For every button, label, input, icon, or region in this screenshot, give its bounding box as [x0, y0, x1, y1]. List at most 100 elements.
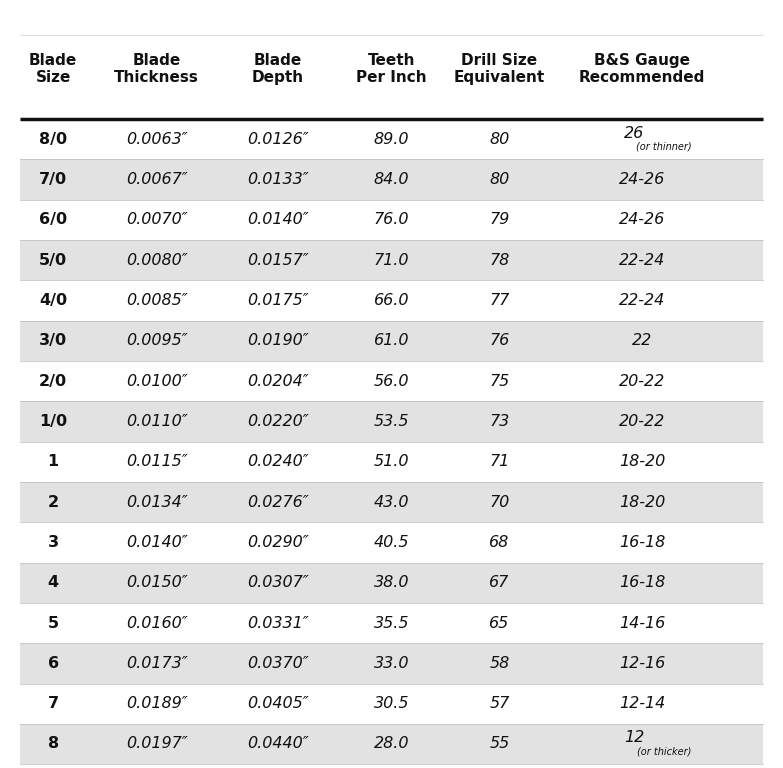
Text: 0.0140″: 0.0140″: [126, 535, 187, 550]
Text: 5: 5: [48, 615, 59, 631]
Text: 1/0: 1/0: [39, 414, 67, 429]
Text: 12-14: 12-14: [619, 696, 666, 711]
Text: 65: 65: [489, 615, 510, 631]
Text: 0.0115″: 0.0115″: [126, 454, 187, 469]
Text: 24-26: 24-26: [619, 172, 666, 187]
Text: 0.0173″: 0.0173″: [126, 656, 187, 671]
Text: (or thicker): (or thicker): [637, 746, 691, 756]
Text: 56.0: 56.0: [373, 373, 410, 389]
Text: 0.0220″: 0.0220″: [247, 414, 309, 429]
Text: 16-18: 16-18: [619, 535, 666, 550]
Text: 5/0: 5/0: [39, 253, 67, 268]
Text: 12-16: 12-16: [619, 656, 666, 671]
Text: 57: 57: [489, 696, 510, 711]
Text: 0.0063″: 0.0063″: [126, 131, 187, 147]
Text: 78: 78: [489, 253, 510, 268]
Text: 58: 58: [489, 656, 510, 671]
Text: 0.0175″: 0.0175″: [247, 293, 309, 308]
Text: 28.0: 28.0: [373, 737, 410, 752]
Text: 68: 68: [489, 535, 510, 550]
Text: 76: 76: [489, 333, 510, 349]
Text: 22-24: 22-24: [619, 293, 666, 308]
Text: 14-16: 14-16: [619, 615, 666, 631]
Text: Blade
Thickness: Blade Thickness: [114, 53, 199, 85]
Text: 75: 75: [489, 373, 510, 389]
Bar: [20, 321, 763, 361]
Text: 0.0160″: 0.0160″: [126, 615, 187, 631]
Text: 7: 7: [48, 696, 59, 711]
Text: 0.0080″: 0.0080″: [126, 253, 187, 268]
Text: 3: 3: [48, 535, 59, 550]
Text: 0.0276″: 0.0276″: [247, 495, 309, 510]
Text: 8/0: 8/0: [39, 131, 67, 147]
Text: 35.5: 35.5: [373, 615, 410, 631]
Text: 2: 2: [48, 495, 59, 510]
Text: 0.0307″: 0.0307″: [247, 575, 309, 591]
Text: 61.0: 61.0: [373, 333, 410, 349]
Text: 18-20: 18-20: [619, 495, 666, 510]
Text: 0.0290″: 0.0290″: [247, 535, 309, 550]
Text: 0.0405″: 0.0405″: [247, 696, 309, 711]
Text: 33.0: 33.0: [373, 656, 410, 671]
Text: 30.5: 30.5: [373, 696, 410, 711]
Text: 4: 4: [48, 575, 59, 591]
Text: 3/0: 3/0: [39, 333, 67, 349]
Text: 20-22: 20-22: [619, 373, 666, 389]
Text: 0.0440″: 0.0440″: [247, 737, 309, 752]
Text: 73: 73: [489, 414, 510, 429]
Text: 0.0150″: 0.0150″: [126, 575, 187, 591]
Text: 0.0240″: 0.0240″: [247, 454, 309, 469]
Text: 18-20: 18-20: [619, 454, 666, 469]
Text: 26: 26: [624, 125, 644, 141]
Text: 40.5: 40.5: [373, 535, 410, 550]
Text: 0.0140″: 0.0140″: [247, 212, 309, 227]
Text: 0.0110″: 0.0110″: [126, 414, 187, 429]
Text: 76.0: 76.0: [373, 212, 410, 227]
Text: 0.0189″: 0.0189″: [126, 696, 187, 711]
Text: 4/0: 4/0: [39, 293, 67, 308]
Text: Blade
Depth: Blade Depth: [252, 53, 304, 85]
Text: 0.0126″: 0.0126″: [247, 131, 309, 147]
Text: 43.0: 43.0: [373, 495, 410, 510]
Text: 84.0: 84.0: [373, 172, 410, 187]
Text: 2/0: 2/0: [39, 373, 67, 389]
Text: 71: 71: [489, 454, 510, 469]
Text: 0.0100″: 0.0100″: [126, 373, 187, 389]
Text: B&S Gauge
Recommended: B&S Gauge Recommended: [579, 53, 705, 85]
Text: 0.0070″: 0.0070″: [126, 212, 187, 227]
Text: 0.0067″: 0.0067″: [126, 172, 187, 187]
Text: 0.0134″: 0.0134″: [126, 495, 187, 510]
Text: 0.0133″: 0.0133″: [247, 172, 309, 187]
Text: 6/0: 6/0: [39, 212, 67, 227]
Bar: [20, 723, 763, 764]
Text: Teeth
Per Inch: Teeth Per Inch: [356, 53, 427, 85]
Bar: [20, 644, 763, 684]
Text: 55: 55: [489, 737, 510, 752]
Text: 67: 67: [489, 575, 510, 591]
Bar: [20, 562, 763, 603]
Text: 66.0: 66.0: [373, 293, 410, 308]
Text: 80: 80: [489, 172, 510, 187]
Text: 0.0197″: 0.0197″: [126, 737, 187, 752]
Text: 0.0157″: 0.0157″: [247, 253, 309, 268]
Bar: [20, 240, 763, 280]
Text: 71.0: 71.0: [373, 253, 410, 268]
Text: 70: 70: [489, 495, 510, 510]
Text: 89.0: 89.0: [373, 131, 410, 147]
Text: 6: 6: [48, 656, 59, 671]
Text: 79: 79: [489, 212, 510, 227]
Bar: [20, 402, 763, 442]
Text: 22-24: 22-24: [619, 253, 666, 268]
Text: (or thinner): (or thinner): [636, 142, 692, 152]
Text: 7/0: 7/0: [39, 172, 67, 187]
Text: 0.0331″: 0.0331″: [247, 615, 309, 631]
Bar: [20, 160, 763, 200]
Text: 8: 8: [48, 737, 59, 752]
Text: 20-22: 20-22: [619, 414, 666, 429]
Text: Drill Size
Equivalent: Drill Size Equivalent: [454, 53, 545, 85]
Text: 24-26: 24-26: [619, 212, 666, 227]
Text: 77: 77: [489, 293, 510, 308]
Text: 80: 80: [489, 131, 510, 147]
Text: 51.0: 51.0: [373, 454, 410, 469]
Text: 12: 12: [624, 730, 644, 746]
